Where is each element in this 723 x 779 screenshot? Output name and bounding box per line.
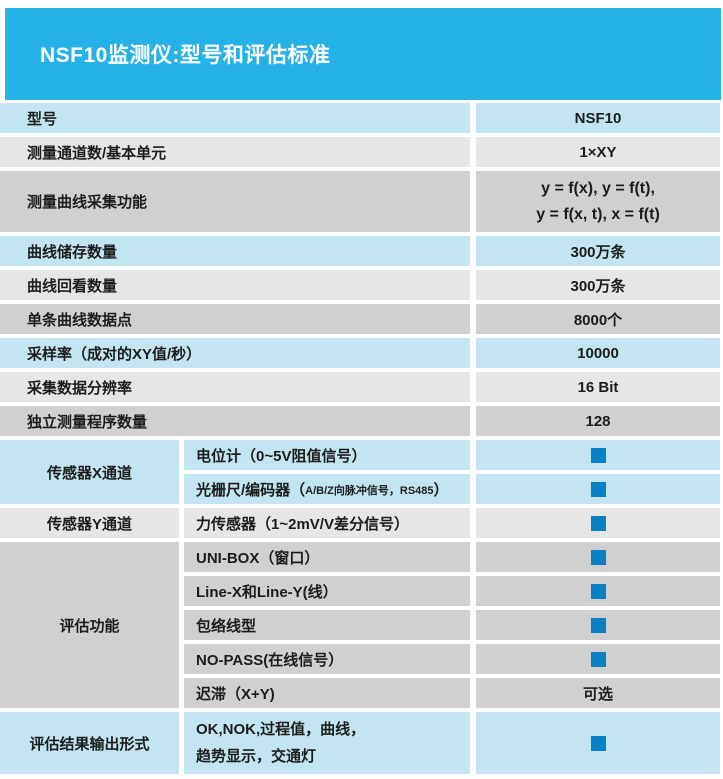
row-label: 测量通道数/基本单元 (0, 137, 470, 167)
row-value (476, 610, 720, 640)
row-value: y = f(x), y = f(t), y = f(x, t), x = f(t… (476, 171, 720, 232)
formula-line-1: y = f(x), y = f(t), (541, 179, 655, 197)
group-label: 传感器X通道 (0, 440, 179, 504)
row-label: 曲线回看数量 (0, 270, 470, 300)
check-square (590, 617, 606, 633)
table-row: 单条曲线数据点 8000个 (0, 304, 720, 334)
row-value (476, 712, 720, 774)
formula-line-2: y = f(x, t), x = f(t) (536, 205, 660, 223)
feature-label: 光栅尺/编码器（ A/B/Z向脉冲信号，RS485） (184, 474, 470, 504)
group-row-sensor-y: 传感器Y通道 力传感器（1~2mV/V差分信号） (0, 508, 720, 538)
table-row: 力传感器（1~2mV/V差分信号） (184, 508, 720, 538)
page-title: NSF10监测仪:型号和评估标准 (40, 44, 331, 67)
row-value: 可选 (476, 678, 720, 708)
row-label: 测量曲线采集功能 (0, 171, 470, 232)
row-value: 300万条 (476, 236, 720, 266)
table-row: 迟滞（X+Y) 可选 (184, 678, 720, 708)
check-square (590, 447, 606, 463)
feature-label: OK,NOK,过程值，曲线， 趋势显示，交通灯 (184, 712, 470, 774)
row-label: 采样率（成对的XY值/秒） (0, 338, 470, 368)
group-row-output: 评估结果输出形式 OK,NOK,过程值，曲线， 趋势显示，交通灯 (0, 712, 720, 774)
row-label: 采集数据分辨率 (0, 372, 470, 402)
row-label: 型号 (0, 103, 470, 133)
row-label: 曲线储存数量 (0, 236, 470, 266)
spec-table: 型号 NSF10 测量通道数/基本单元 1×XY 测量曲线采集功能 y = f(… (0, 103, 720, 778)
row-value: 10000 (476, 338, 720, 368)
row-value (476, 474, 720, 504)
feature-label: UNI-BOX（窗口） (184, 542, 470, 572)
output-line-1: OK,NOK,过程值，曲线， (196, 721, 366, 738)
group-row-evaluation: 评估功能 UNI-BOX（窗口） Line-X和Line-Y(线） (0, 542, 720, 708)
table-row: 采样率（成对的XY值/秒） 10000 (0, 338, 720, 368)
table-row: 包络线型 (184, 610, 720, 640)
row-value: 16 Bit (476, 372, 720, 402)
feature-label: 迟滞（X+Y) (184, 678, 470, 708)
table-row: NO-PASS(在线信号） (184, 644, 720, 674)
table-row: 测量通道数/基本单元 1×XY (0, 137, 720, 167)
table-row: OK,NOK,过程值，曲线， 趋势显示，交通灯 (184, 712, 720, 774)
feature-label: Line-X和Line-Y(线） (184, 576, 470, 606)
table-row: 曲线回看数量 300万条 (0, 270, 720, 300)
table-row: 型号 NSF10 (0, 103, 720, 133)
table-row: 独立测量程序数量 128 (0, 406, 720, 436)
check-square (590, 549, 606, 565)
check-square (590, 583, 606, 599)
row-value: 8000个 (476, 304, 720, 334)
check-square (590, 481, 606, 497)
table-row: 采集数据分辨率 16 Bit (0, 372, 720, 402)
row-value: 300万条 (476, 270, 720, 300)
row-value (476, 576, 720, 606)
check-square (590, 735, 606, 751)
group-row-sensor-x: 传感器X通道 电位计（0~5V阻值信号） 光栅尺/编码器（ A/B/Z向脉冲信号，… (0, 440, 720, 504)
row-value (476, 508, 720, 538)
table-row: UNI-BOX（窗口） (184, 542, 720, 572)
feature-label: NO-PASS(在线信号） (184, 644, 470, 674)
header-banner: NSF10监测仪:型号和评估标准 (5, 8, 721, 100)
row-value (476, 542, 720, 572)
group-label: 传感器Y通道 (0, 508, 179, 538)
output-line-2: 趋势显示，交通灯 (196, 748, 317, 765)
row-label: 单条曲线数据点 (0, 304, 470, 334)
table-row: 光栅尺/编码器（ A/B/Z向脉冲信号，RS485） (184, 474, 720, 504)
group-label: 评估功能 (0, 542, 179, 708)
feature-label: 力传感器（1~2mV/V差分信号） (184, 508, 470, 538)
table-row: 测量曲线采集功能 y = f(x), y = f(t), y = f(x, t)… (0, 171, 720, 232)
row-value: 1×XY (476, 137, 720, 167)
feature-label: 包络线型 (184, 610, 470, 640)
table-row: Line-X和Line-Y(线） (184, 576, 720, 606)
check-square (590, 515, 606, 531)
group-label: 评估结果输出形式 (0, 712, 179, 774)
row-value (476, 440, 720, 470)
check-square (590, 651, 606, 667)
row-value: NSF10 (476, 103, 720, 133)
row-value (476, 644, 720, 674)
row-value: 128 (476, 406, 720, 436)
feature-label: 电位计（0~5V阻值信号） (184, 440, 470, 470)
feature-note: A/B/Z向脉冲信号，RS485 (305, 485, 434, 497)
row-label: 独立测量程序数量 (0, 406, 470, 436)
table-row: 电位计（0~5V阻值信号） (184, 440, 720, 470)
table-row: 曲线储存数量 300万条 (0, 236, 720, 266)
